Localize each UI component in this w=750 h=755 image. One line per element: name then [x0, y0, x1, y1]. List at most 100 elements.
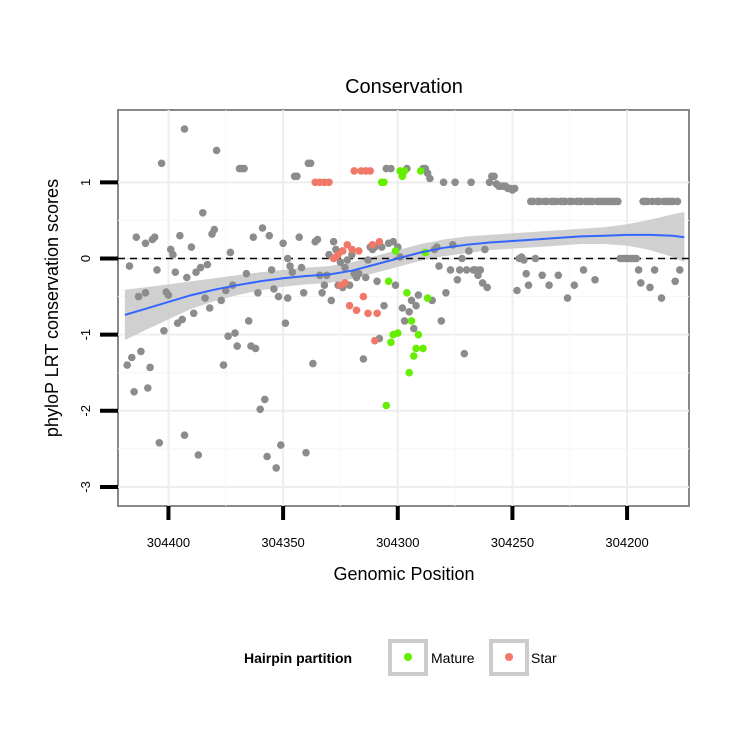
grid-lines — [118, 110, 689, 506]
point-star — [345, 301, 354, 310]
point-other — [141, 289, 150, 297]
x-tick-label: 304300 — [376, 535, 419, 550]
point-other — [348, 250, 356, 259]
confidence-band — [124, 212, 685, 340]
legend-swatch-mature — [404, 653, 412, 661]
point-other — [446, 266, 455, 274]
point-other — [306, 159, 315, 168]
point-other — [217, 296, 225, 305]
point-other — [249, 233, 258, 241]
point-other — [189, 309, 198, 318]
point-star — [341, 279, 349, 287]
point-other — [485, 178, 494, 187]
point-other — [270, 285, 278, 293]
point-other — [380, 301, 388, 310]
point-other — [180, 431, 189, 440]
point-star — [325, 178, 333, 187]
point-other — [545, 281, 553, 290]
point-other — [146, 363, 154, 372]
point-other — [178, 315, 186, 324]
point-other — [288, 268, 297, 277]
point-other — [336, 258, 345, 267]
point-other — [462, 266, 471, 274]
y-axis-title: phyloP LRT conservation scores — [42, 179, 62, 437]
point-other — [130, 388, 138, 396]
point-other — [458, 254, 466, 263]
point-other — [169, 250, 177, 259]
point-other — [283, 254, 292, 263]
point-other — [531, 254, 540, 263]
legend-label-star: Star — [531, 650, 557, 666]
point-other — [205, 304, 214, 312]
point-other — [650, 266, 659, 274]
point-other — [309, 359, 317, 368]
point-other — [155, 439, 164, 447]
point-other — [637, 279, 645, 287]
point-other — [254, 289, 262, 297]
point-other — [455, 266, 464, 274]
point-mature — [384, 277, 393, 286]
point-other — [299, 289, 308, 297]
point-other — [293, 172, 301, 181]
point-other — [160, 327, 168, 335]
point-other — [137, 347, 145, 356]
point-other — [123, 361, 131, 369]
point-star — [364, 309, 372, 318]
point-other — [295, 233, 304, 241]
legend-title: Hairpin partition — [244, 650, 352, 666]
point-other — [426, 174, 434, 183]
point-star — [348, 245, 356, 254]
smooth-line — [124, 233, 685, 316]
point-other — [251, 344, 260, 353]
point-other — [203, 260, 212, 269]
point-other — [320, 281, 329, 290]
point-other — [410, 324, 418, 333]
point-mature — [423, 294, 432, 302]
point-star — [373, 309, 381, 318]
x-tick-label: 304350 — [261, 535, 304, 550]
point-other — [634, 266, 643, 274]
x-tick-label: 304400 — [147, 535, 190, 550]
point-star — [359, 292, 368, 301]
point-other — [522, 269, 530, 278]
point-other — [632, 254, 641, 263]
point-other — [671, 277, 679, 286]
point-other — [451, 178, 459, 187]
point-other — [224, 332, 232, 341]
point-other — [412, 301, 420, 310]
point-other — [258, 224, 267, 232]
point-star — [375, 237, 384, 246]
legend-label-mature: Mature — [431, 650, 475, 666]
point-other — [520, 256, 528, 264]
point-other — [510, 184, 519, 193]
point-mature — [380, 178, 388, 187]
legend-swatch-star — [505, 653, 513, 661]
point-other — [329, 237, 338, 246]
point-other — [128, 353, 136, 362]
point-other — [673, 197, 682, 206]
point-other — [219, 361, 228, 369]
point-other — [361, 273, 370, 282]
point-other — [481, 245, 489, 254]
point-mature — [407, 317, 416, 325]
point-other — [563, 294, 572, 302]
point-other — [150, 233, 159, 241]
point-mature — [412, 344, 420, 353]
point-other — [327, 296, 336, 305]
point-other — [187, 243, 196, 251]
point-other — [212, 146, 221, 155]
point-other — [153, 266, 161, 274]
point-star — [338, 247, 347, 255]
point-other — [407, 296, 416, 305]
point-other — [313, 235, 322, 244]
y-tick-label: 0 — [78, 255, 93, 262]
point-other — [176, 231, 184, 240]
point-other — [389, 237, 398, 246]
point-star — [352, 306, 361, 315]
point-other — [490, 172, 498, 181]
point-other — [400, 317, 409, 325]
y-tick-label: -3 — [78, 481, 93, 493]
point-mature — [387, 338, 395, 347]
point-other — [437, 317, 446, 325]
